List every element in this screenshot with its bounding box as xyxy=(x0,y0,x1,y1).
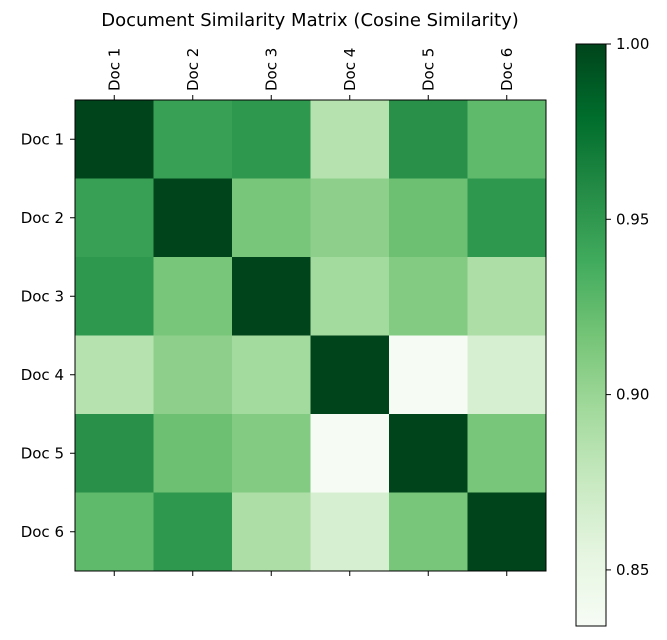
heatmap-cell-r1-c1 xyxy=(75,100,154,179)
heatmap-cell-r5-c3 xyxy=(232,414,311,493)
chart-title: Document Similarity Matrix (Cosine Simil… xyxy=(101,10,519,31)
y-tick-label-3: Doc 3 xyxy=(21,287,64,305)
heatmap-cell-r3-c6 xyxy=(467,257,547,336)
heatmap-cell-r6-c5 xyxy=(389,492,468,572)
heatmap-cell-r4-c2 xyxy=(153,335,233,415)
x-tick-label-5: Doc 5 xyxy=(419,48,437,91)
y-tick-label-6: Doc 6 xyxy=(21,523,64,541)
y-axis: Doc 1 Doc 2 Doc 3 Doc 4 Doc 5 Doc 6 xyxy=(21,130,75,541)
y-tick-label-1: Doc 1 xyxy=(21,130,64,148)
heatmap-cell-r5-c6 xyxy=(467,414,547,493)
x-tick-label-1: Doc 1 xyxy=(105,48,123,91)
heatmap-cell-r5-c4 xyxy=(310,414,390,493)
colorbar-tick-label-4: 1.00 xyxy=(616,35,649,53)
heatmap-cell-r4-c5 xyxy=(389,335,468,415)
heatmap-cell-r3-c2 xyxy=(153,257,233,336)
colorbar-tick-label-1: 0.85 xyxy=(616,561,649,579)
heatmap-cell-r1-c4 xyxy=(310,100,390,179)
heatmap-cell-r1-c5 xyxy=(389,100,468,179)
heatmap-cell-r5-c2 xyxy=(153,414,233,493)
x-tick-label-3: Doc 3 xyxy=(262,48,280,91)
heatmap-cell-r3-c1 xyxy=(75,257,154,336)
heatmap-cell-r4-c3 xyxy=(232,335,311,415)
colorbar-gradient xyxy=(575,43,607,627)
y-tick-label-4: Doc 4 xyxy=(21,366,64,384)
heatmap-cells xyxy=(75,100,547,572)
y-tick-label-5: Doc 5 xyxy=(21,444,64,462)
heatmap-cell-r6-c4 xyxy=(310,492,390,572)
heatmap-cell-r3-c3 xyxy=(232,257,311,336)
colorbar: 0.85 0.90 0.95 1.00 xyxy=(575,35,649,627)
heatmap-cell-r6-c2 xyxy=(153,492,233,572)
matrix-frame xyxy=(74,99,547,572)
x-tick-label-2: Doc 2 xyxy=(184,48,202,91)
heatmap-cell-r3-c4 xyxy=(310,257,390,336)
heatmap-cell-r1-c2 xyxy=(153,100,233,179)
heatmap-cell-r1-c6 xyxy=(467,100,547,179)
colorbar-tick-label-2: 0.90 xyxy=(616,386,649,404)
heatmap-cell-r5-c5 xyxy=(389,414,468,493)
heatmap-cell-r3-c5 xyxy=(389,257,468,336)
heatmap-cell-r5-c1 xyxy=(75,414,154,493)
heatmap-cell-r6-c3 xyxy=(232,492,311,572)
heatmap-cell-r6-c6 xyxy=(467,492,547,572)
heatmap-cell-r2-c2 xyxy=(153,178,233,258)
heatmap-cell-r2-c6 xyxy=(467,178,547,258)
heatmap-cell-r2-c4 xyxy=(310,178,390,258)
x-axis-top: Doc 1 Doc 2 Doc 3 Doc 4 Doc 5 Doc 6 xyxy=(105,48,516,100)
heatmap-cell-r4-c1 xyxy=(75,335,154,415)
heatmap-cell-r6-c1 xyxy=(75,492,154,572)
heatmap-cell-r2-c3 xyxy=(232,178,311,258)
heatmap-cell-r4-c6 xyxy=(467,335,547,415)
x-tick-label-6: Doc 6 xyxy=(498,48,516,91)
heatmap-cell-r4-c4 xyxy=(310,335,390,415)
y-tick-label-2: Doc 2 xyxy=(21,209,64,227)
heatmap-cell-r2-c1 xyxy=(75,178,154,258)
heatmap-cell-r1-c3 xyxy=(232,100,311,179)
heatmap-cell-r2-c5 xyxy=(389,178,468,258)
colorbar-tick-label-3: 0.95 xyxy=(616,210,649,228)
x-axis-bottom-ticks xyxy=(113,571,508,576)
x-tick-label-4: Doc 4 xyxy=(341,48,359,91)
